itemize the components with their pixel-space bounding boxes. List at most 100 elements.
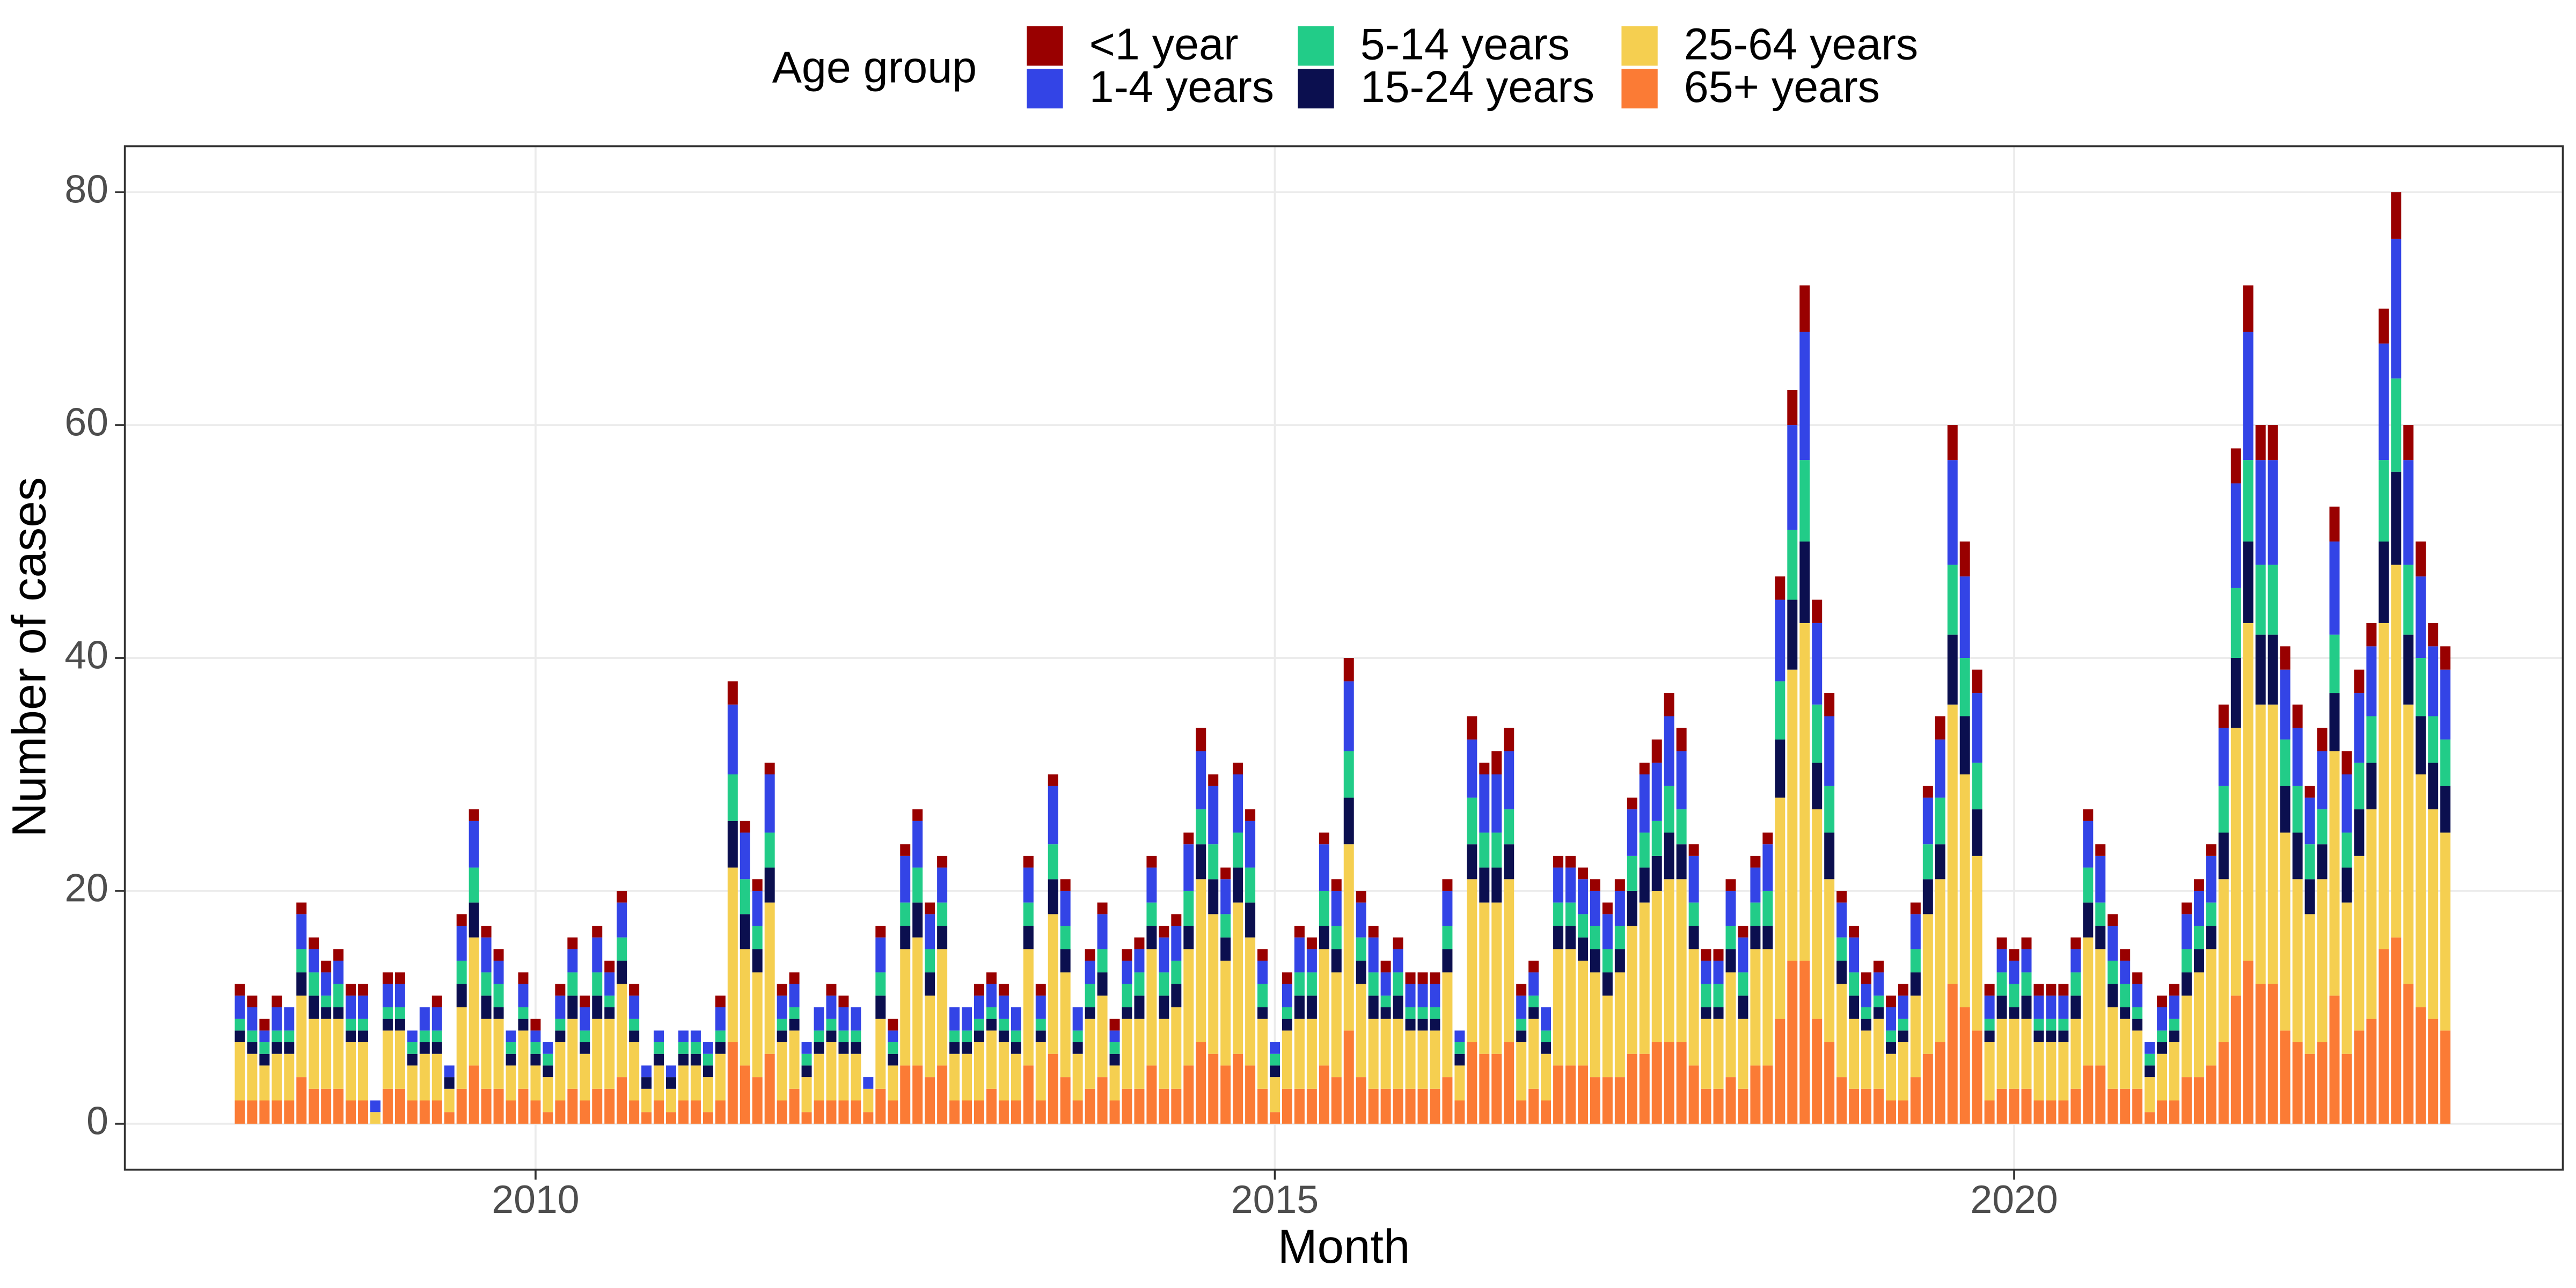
bar-segment: [925, 996, 935, 1078]
bar-segment: [1935, 879, 1945, 1043]
bar-segment: [1701, 984, 1711, 1007]
bar-segment: [1701, 1019, 1711, 1089]
bar-segment: [555, 1019, 566, 1031]
bar-segment: [296, 914, 307, 949]
bar-segment: [1294, 926, 1305, 938]
bar-segment: [838, 1030, 849, 1043]
bar-segment: [604, 961, 615, 972]
bar-segment: [727, 821, 738, 868]
bar-segment: [1430, 1088, 1440, 1124]
bar-segment: [2145, 1042, 2155, 1054]
bar-segment: [2132, 1088, 2143, 1124]
bar-segment: [2193, 1077, 2204, 1124]
bar-segment: [2182, 914, 2192, 949]
bar-segment: [1874, 996, 1884, 1007]
bar-segment: [1491, 867, 1502, 903]
bar-segment: [666, 1065, 676, 1078]
bar-segment: [2304, 797, 2315, 845]
bar-segment: [2095, 926, 2106, 949]
bar-segment: [1072, 1030, 1083, 1043]
bar-segment: [555, 996, 566, 1019]
bar-segment: [1282, 1030, 1292, 1089]
bar-segment: [2329, 693, 2340, 751]
bar-segment: [247, 1053, 258, 1101]
bar-segment: [1602, 949, 1613, 972]
bar-segment: [1799, 285, 1810, 332]
bar-segment: [789, 1088, 800, 1124]
bar-segment: [1417, 1030, 1428, 1089]
bar-segment: [394, 1007, 405, 1019]
bar-segment: [654, 1030, 664, 1043]
bar-segment: [1159, 926, 1169, 938]
bar-segment: [2132, 972, 2143, 984]
bar-segment: [1023, 902, 1034, 926]
bar-segment: [431, 1053, 442, 1101]
bar-segment: [1380, 1088, 1391, 1124]
bar-segment: [506, 1065, 516, 1101]
bar-segment: [1898, 1030, 1908, 1043]
bar-segment: [1565, 902, 1576, 926]
bar-segment: [1959, 1007, 1970, 1124]
bar-segment: [2391, 238, 2402, 379]
bar-segment: [1676, 1042, 1687, 1124]
bar-segment: [2403, 634, 2414, 705]
bar-segment: [1836, 937, 1847, 961]
bar-segment: [604, 972, 615, 996]
bar-segment: [1183, 949, 1194, 1066]
bar-segment: [1233, 832, 1243, 868]
y-axis-title: Number of cases: [3, 477, 56, 837]
bar-segment: [2145, 1053, 2155, 1066]
bar-segment: [2169, 996, 2180, 1019]
bar-segment: [777, 1100, 787, 1124]
bar-segment: [1812, 809, 1823, 1019]
bar-segment: [986, 1007, 997, 1019]
bar-segment: [1035, 984, 1046, 996]
bar-segment: [1935, 739, 1945, 798]
bar-segment: [1984, 1030, 1995, 1043]
bar-segment: [1122, 961, 1132, 984]
bar-segment: [580, 1100, 590, 1124]
bar-segment: [1245, 902, 1256, 938]
bar-segment: [1270, 1053, 1280, 1066]
bar-segment: [1122, 1007, 1132, 1019]
bar-segment: [1762, 926, 1773, 949]
bar-segment: [1257, 1007, 1268, 1019]
bar-segment: [789, 972, 800, 984]
bar-segment: [1836, 902, 1847, 938]
bar-segment: [1898, 996, 1908, 1019]
bar-segment: [666, 1077, 676, 1089]
legend-label: <1 year: [1089, 19, 1239, 69]
bar-segment: [1331, 972, 1342, 1078]
bar-segment: [2280, 646, 2290, 670]
bar-segment: [1725, 1077, 1736, 1124]
bar-segment: [1245, 809, 1256, 821]
bar-segment: [2157, 1042, 2168, 1054]
bar-segment: [1504, 751, 1514, 810]
bar-segment: [1565, 855, 1576, 868]
bar-segment: [1380, 972, 1391, 996]
bar-segment: [2206, 844, 2216, 856]
bar-segment: [1282, 1007, 1292, 1019]
bar-segment: [2428, 623, 2439, 647]
bar-segment: [1959, 716, 1970, 774]
bar-segment: [1664, 879, 1674, 1043]
bar-segment: [2157, 996, 2168, 1007]
bar-segment: [888, 1030, 898, 1043]
bar-segment: [2169, 1019, 2180, 1031]
bar-segment: [2046, 1030, 2057, 1043]
bar-segment: [272, 1042, 282, 1054]
bar-segment: [666, 1112, 676, 1124]
bar-segment: [654, 1065, 664, 1101]
bar-segment: [863, 1088, 874, 1113]
bar-segment: [333, 1019, 344, 1089]
bar-segment: [1984, 1100, 1995, 1124]
bar-segment: [1528, 996, 1539, 1007]
bar-segment: [1097, 972, 1108, 996]
bar-segment: [1405, 972, 1416, 984]
bar-segment: [346, 984, 356, 996]
bar-segment: [1676, 751, 1687, 810]
bar-segment: [998, 1019, 1009, 1031]
bar-segment: [1627, 890, 1637, 926]
bar-segment: [1701, 1007, 1711, 1019]
bar-segment: [555, 984, 566, 996]
